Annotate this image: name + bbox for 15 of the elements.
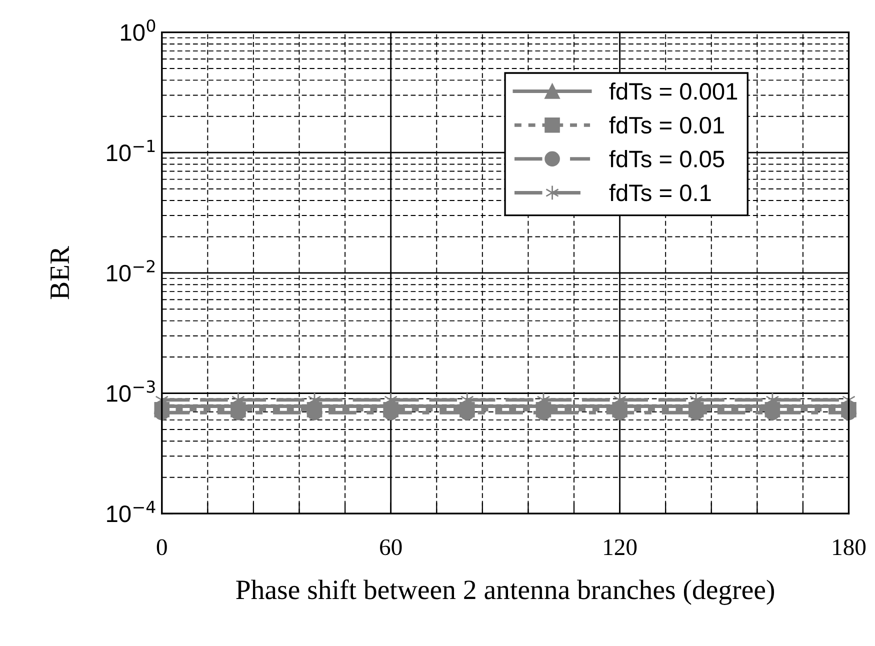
x-tick-label: 0	[156, 539, 167, 556]
x-tick-label: 120	[604, 539, 637, 556]
x-tick-label: 60	[380, 539, 402, 556]
x-tick-label: 180	[833, 539, 866, 556]
y-tick-label: 10$^{−3}$	[107, 380, 155, 402]
y-axis-title: BER	[50, 246, 69, 300]
x-axis-title: Phase shift between 2 antenna branches (degree)	[236, 579, 774, 605]
y-tick-label: 10$^{0}$	[121, 19, 156, 41]
legend-label: fdTs = 0.05	[609, 150, 724, 168]
legend-label: fdTs = 0.001	[609, 82, 738, 100]
legend-label: fdTs = 0.01	[609, 116, 724, 134]
y-tick-label: 10$^{−2}$	[107, 260, 155, 282]
legend-label: fdTs = 0.1	[609, 184, 711, 202]
y-tick-label: 10$^{−1}$	[107, 140, 155, 162]
y-tick-label: 10$^{−4}$	[107, 500, 156, 522]
